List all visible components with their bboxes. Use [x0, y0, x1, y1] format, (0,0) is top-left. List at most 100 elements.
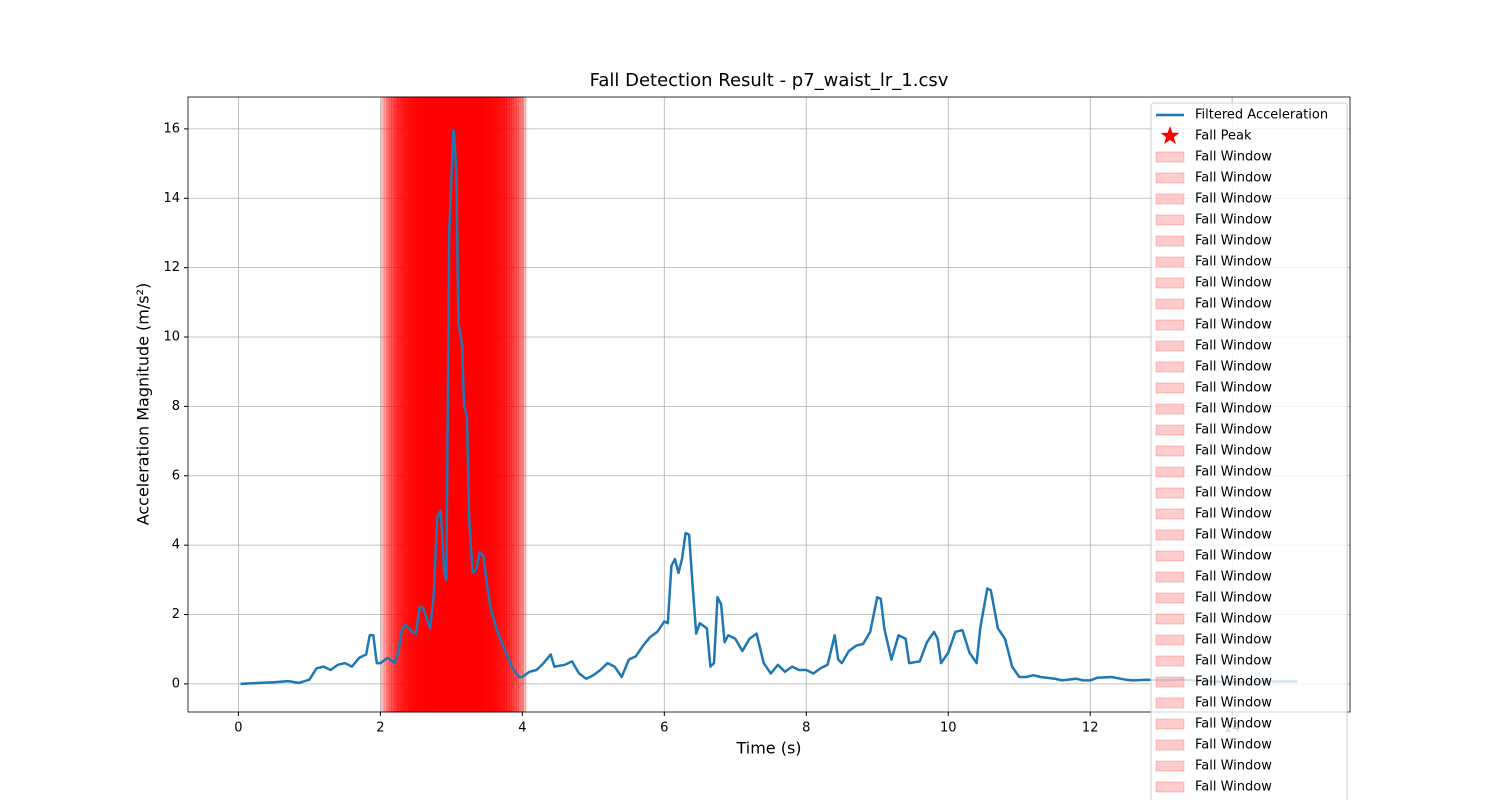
legend-swatch [1155, 256, 1185, 268]
legend-swatch [1155, 214, 1185, 226]
legend-swatch [1155, 760, 1185, 772]
legend-swatch [1155, 571, 1185, 583]
legend-swatch [1155, 634, 1185, 646]
legend-label: Fall Window [1195, 612, 1272, 627]
legend-swatch [1155, 676, 1185, 688]
x-tick-label: 12 [1082, 721, 1099, 736]
fall-window [404, 96, 479, 713]
legend-label: Fall Window [1195, 318, 1272, 333]
legend-label: Fall Window [1195, 234, 1272, 249]
x-tick-label: 10 [940, 721, 957, 736]
fall-window [390, 96, 465, 713]
legend-label: Fall Window [1195, 738, 1272, 753]
legend-label: Fall Window [1195, 717, 1272, 732]
legend-label: Fall Window [1195, 339, 1272, 354]
legend-label: Fall Window [1195, 381, 1272, 396]
legend-swatch [1155, 361, 1185, 373]
legend-label: Fall Window [1195, 780, 1272, 795]
legend-label: Fall Window [1195, 213, 1272, 228]
legend-swatch [1155, 298, 1185, 310]
legend-swatch [1155, 403, 1185, 415]
fall-window [447, 96, 522, 713]
legend-label: Fall Window [1195, 528, 1272, 543]
x-tick-label: 6 [660, 721, 668, 736]
legend-swatch [1155, 277, 1185, 289]
legend-label: Fall Window [1195, 570, 1272, 585]
y-tick-label: 12 [163, 260, 180, 275]
legend-label: Fall Window [1195, 150, 1272, 165]
data-line [240, 124, 1298, 686]
legend-label: Fall Window [1195, 444, 1272, 459]
legend-label: Filtered Acceleration [1195, 108, 1328, 123]
legend-label: Fall Window [1195, 360, 1272, 375]
fall-window [430, 96, 506, 713]
x-axis-label: Time (s) [735, 739, 801, 758]
legend-swatch [1155, 487, 1185, 499]
y-tick-label: 4 [172, 538, 180, 553]
legend-label: Fall Window [1195, 507, 1272, 522]
legend-label: Fall Window [1195, 759, 1272, 774]
legend-swatch [1155, 466, 1185, 478]
fall-window [393, 96, 468, 713]
legend-swatch [1155, 172, 1185, 184]
legend-swatch [1155, 718, 1185, 730]
legend-label: Fall Peak [1195, 129, 1252, 144]
legend-label: Fall Window [1195, 549, 1272, 564]
y-tick-label: 6 [172, 468, 180, 483]
fall-window [452, 96, 527, 713]
y-tick-label: 14 [163, 191, 180, 206]
legend-swatch [1155, 340, 1185, 352]
legend-label: Fall Window [1195, 633, 1272, 648]
legend-swatch [1155, 592, 1185, 604]
fall-window [416, 96, 491, 713]
legend-swatch [1155, 193, 1185, 205]
legend-label: Fall Window [1195, 465, 1272, 480]
y-tick-label: 0 [172, 676, 180, 691]
chart-title: Fall Detection Result - p7_waist_lr_1.cs… [590, 70, 949, 91]
legend-swatch [1155, 424, 1185, 436]
legend-swatch [1155, 781, 1185, 793]
legend-swatch [1155, 382, 1185, 394]
y-tick-label: 16 [163, 121, 180, 136]
y-tick-label: 2 [172, 607, 180, 622]
legend-box [1150, 102, 1348, 800]
legend-label: Fall Window [1195, 486, 1272, 501]
legend-swatch [1155, 613, 1185, 625]
fall-window [421, 96, 496, 713]
legend-swatch [1155, 445, 1185, 457]
x-tick-label: 4 [518, 721, 526, 736]
x-tick-label: 2 [376, 721, 384, 736]
legend-label: Fall Window [1195, 171, 1272, 186]
legend-swatch [1155, 697, 1185, 709]
legend-label: Fall Window [1195, 591, 1272, 606]
fall-window [383, 96, 458, 713]
fall-window [433, 96, 508, 713]
legend-label: Fall Window [1195, 276, 1272, 291]
legend-label: Fall Window [1195, 675, 1272, 690]
legend-label: Fall Window [1195, 192, 1272, 207]
legend-label: Fall Window [1195, 423, 1272, 438]
legend-swatch [1155, 235, 1185, 247]
y-axis-label: Acceleration Magnitude (m/s²) [134, 283, 153, 526]
legend-label: Fall Window [1195, 255, 1272, 270]
x-tick-label: 8 [802, 721, 810, 736]
legend-swatch [1155, 655, 1185, 667]
legend-label: Fall Window [1195, 297, 1272, 312]
legend-swatch [1155, 151, 1185, 163]
legend-swatch [1160, 126, 1180, 145]
legend-swatch [1155, 550, 1185, 562]
y-tick-label: 8 [172, 399, 180, 414]
fall-window [435, 96, 511, 713]
legend-swatch [1155, 529, 1185, 541]
fall-peak [443, 113, 464, 134]
legend-swatch [1155, 319, 1185, 331]
fall-window [423, 96, 498, 713]
legend-label: Fall Window [1195, 654, 1272, 669]
legend-swatch [1155, 508, 1185, 520]
y-tick-label: 10 [163, 330, 180, 345]
plot-frame [187, 96, 1351, 713]
legend-swatch [1155, 739, 1185, 751]
x-tick-label: 0 [234, 721, 242, 736]
